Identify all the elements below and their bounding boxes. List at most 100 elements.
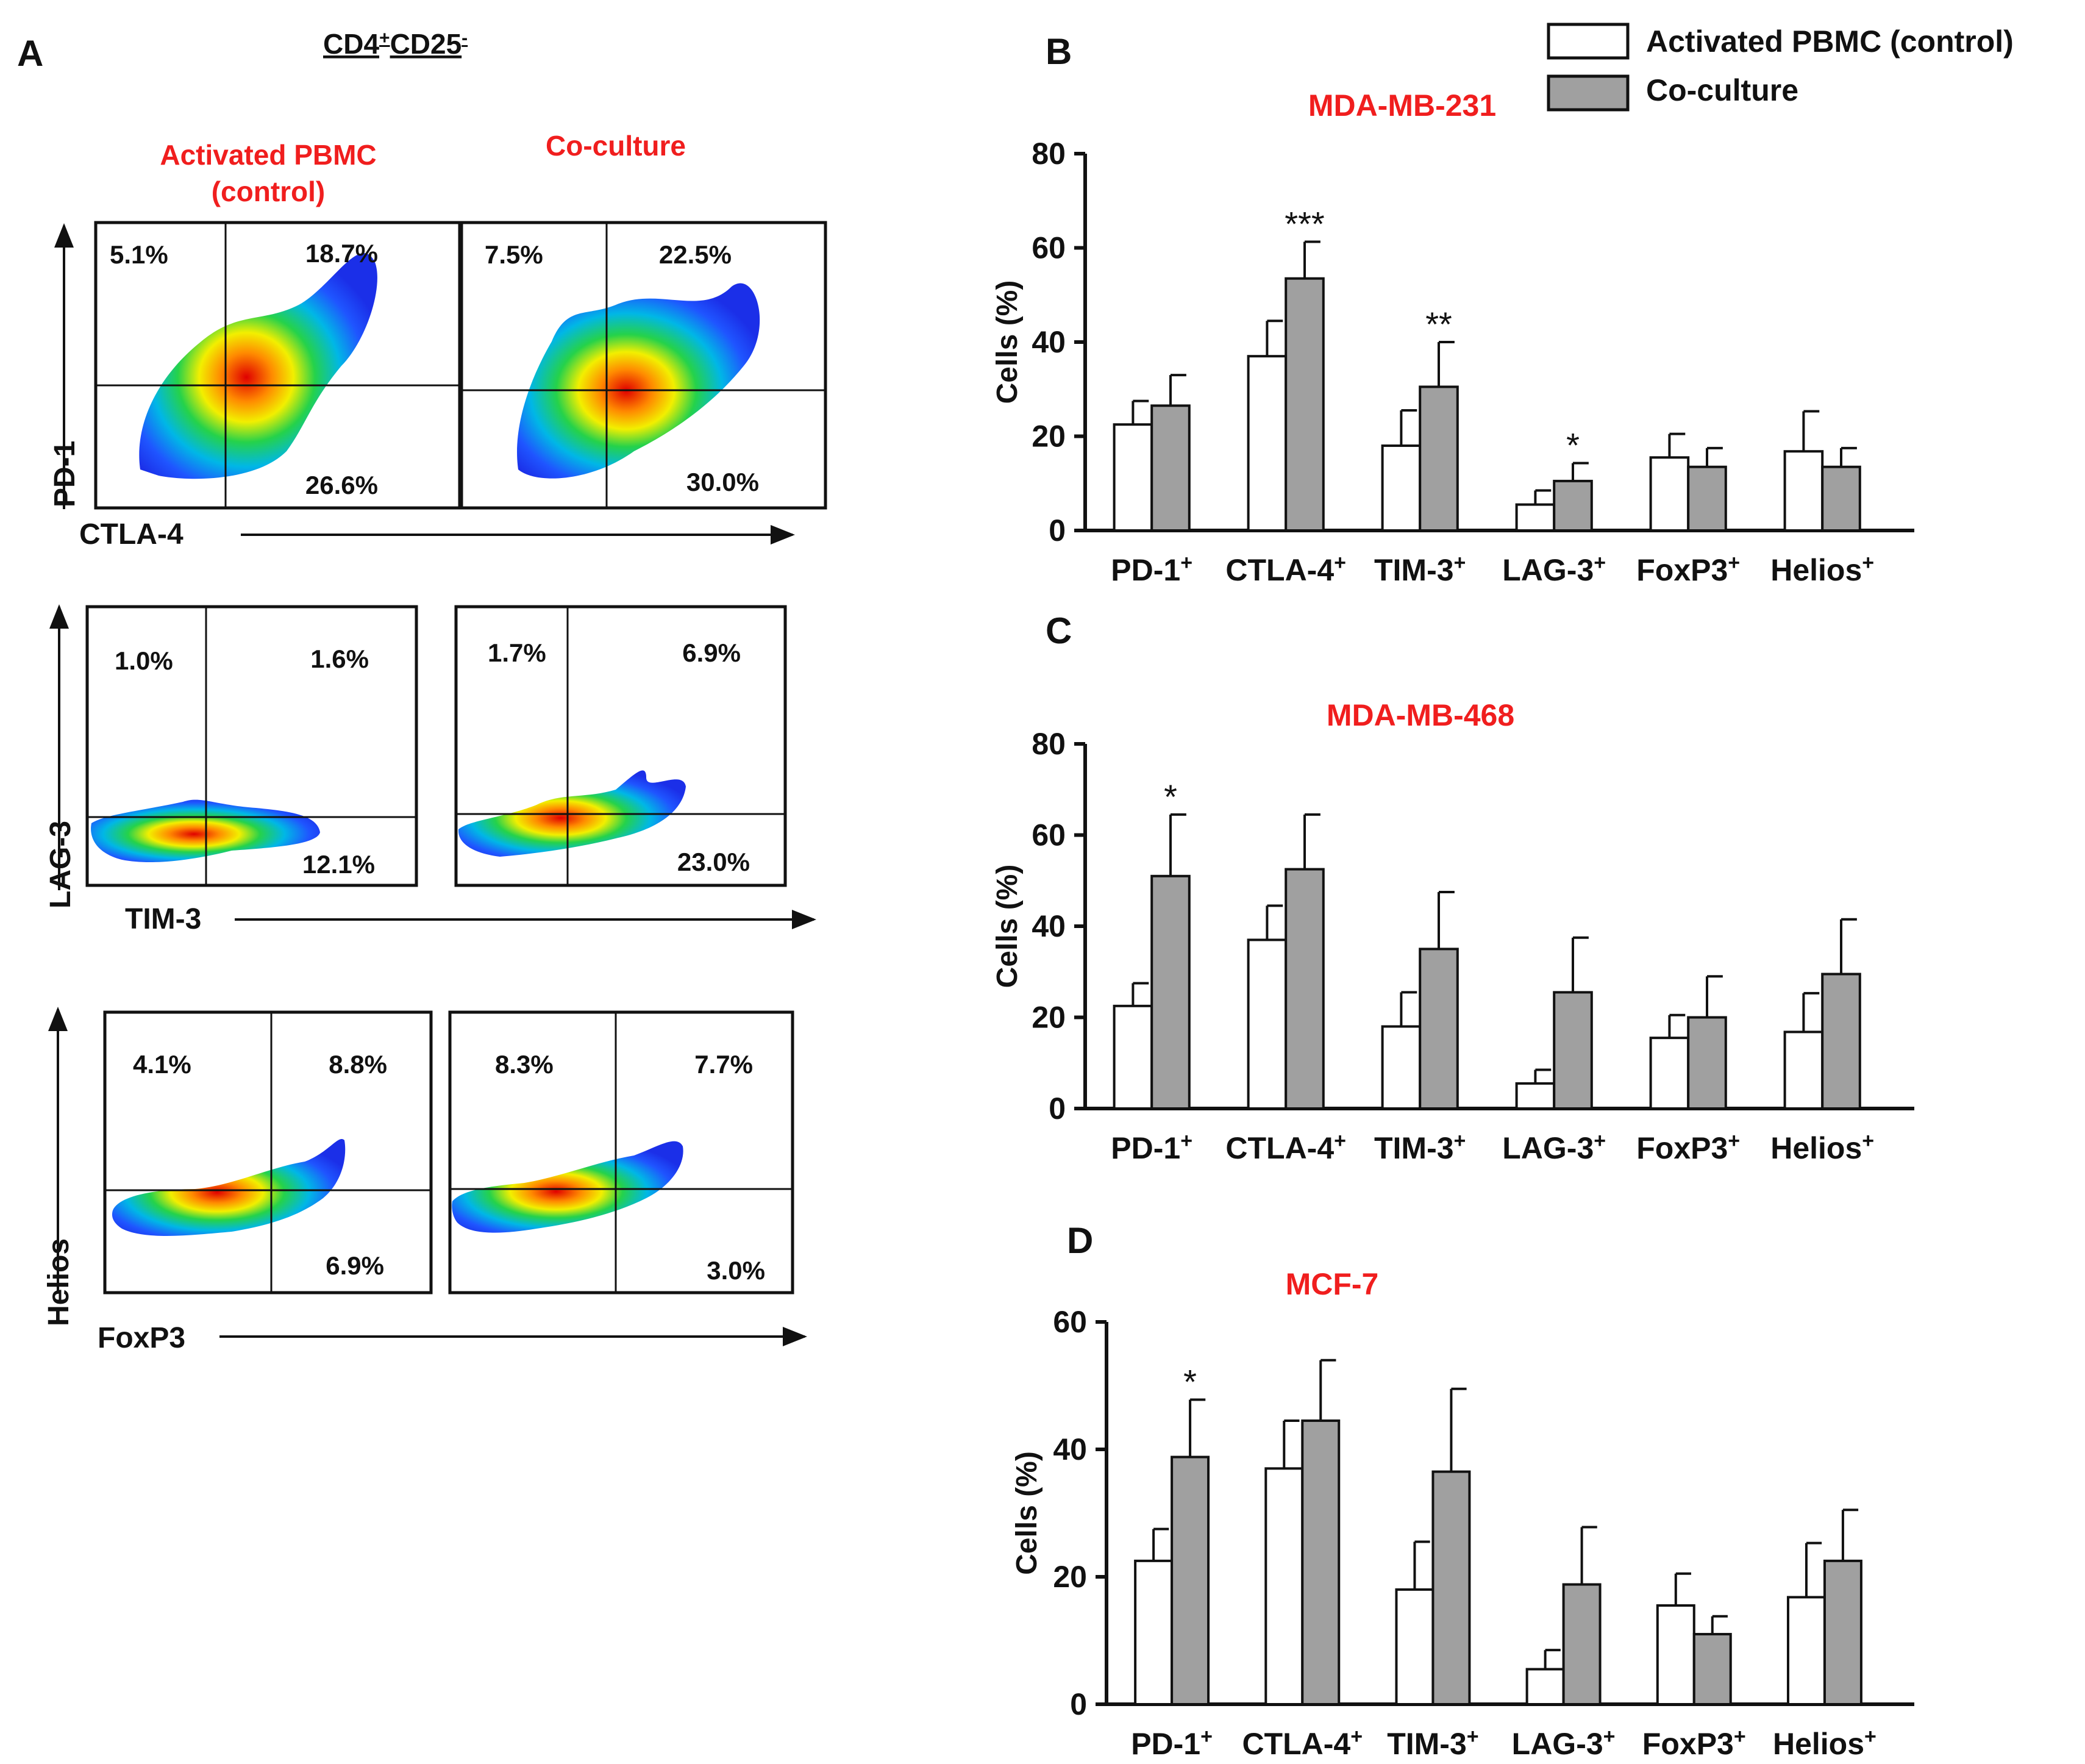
chart3-x-tick-label: FoxP3+ [1642,1725,1746,1761]
chart3-bar-coculture [1823,1559,1862,1705]
chart3-y-tick-label: 20 [1053,1560,1087,1594]
chart2-bar-coculture [1553,991,1593,1110]
chart2-x-tick-label: CTLA-4+ [1225,1129,1346,1165]
flow-title-sup1: + [379,28,390,48]
panel-a-letter: A [17,33,43,74]
chart1-x-tick-label: LAG-3+ [1502,551,1606,587]
chart3-x-tick-label: TIM-3+ [1387,1725,1478,1761]
chart1-bar-coculture [1821,465,1861,532]
flow-helios-coculture-ul: 8.3% [495,1050,554,1079]
chart2-bar-coculture [1419,948,1459,1110]
flow-helios-control-ur: 8.8% [329,1050,387,1079]
chart2-x-tick-label: FoxP3+ [1636,1129,1740,1165]
flow-y-label-row2: LAG-3 [45,821,77,909]
chart3-bar-control [1786,1596,1826,1705]
flow-row-1: PD-1 CTLA-4 5.1% 18.7% 26.6% 7.5% 22.5% … [49,221,827,551]
chart3-y-axis-label: Cells (%) [1011,1451,1043,1575]
chart2-panel-letter: C [1046,610,1072,651]
legend-swatch-control [1547,23,1630,60]
chart2-bar-coculture [1150,874,1191,1110]
flow-title-mid: CD25 [390,28,462,60]
chart1-panel-letter: B [1046,31,1072,72]
flow-lag3-control-lr: 12.1% [302,850,375,879]
bar-chart-mda-mb-468: C MDA-MB-468 Cells (%) 0 20 40 60 80 * PD-1+ CTLA-… [991,610,1914,1165]
flow-helios-control-ul: 4.1% [133,1050,191,1079]
chart1-bar-coculture [1687,465,1727,532]
chart2-bar-control [1783,1030,1824,1110]
flow-plot-lag3-control: 1.0% 1.6% 12.1% [85,605,418,887]
flow-title-sup2: - [462,28,468,48]
chart1-title: MDA-MB-231 [1308,88,1496,123]
chart1-bar-coculture [1150,404,1191,532]
chart1-x-tick-label: CTLA-4+ [1225,551,1346,587]
chart3-bar-coculture [1562,1583,1602,1706]
flow-y-label-row1: PD-1 [49,441,81,507]
flow-col-control-line2: (control) [212,176,326,207]
chart3-bar-coculture [1301,1419,1341,1706]
chart3-significance: * [1183,1362,1197,1401]
legend-label-coculture: Co-culture [1646,73,1798,107]
chart1-x-tick-label: Helios+ [1770,551,1874,587]
chart1-bar-coculture [1553,479,1593,532]
chart1-bar-control [1783,450,1824,532]
chart2-x-tick-label: PD-1+ [1111,1129,1192,1165]
chart3-y-tick-label: 60 [1053,1305,1087,1339]
chart2-y-tick-label: 60 [1032,818,1066,852]
chart2-y-tick-label: 20 [1032,1001,1066,1035]
chart1-bar-control [1381,444,1422,532]
flow-helios-coculture-lr: 3.0% [707,1256,765,1285]
chart2-bar-control [1515,1082,1556,1110]
chart3-panel-letter: D [1067,1220,1093,1261]
flow-pd1-control-ul: 5.1% [110,240,168,269]
chart3-title: MCF-7 [1286,1267,1379,1301]
flow-plot-lag3-coculture: 1.7% 6.9% 23.0% [454,605,787,887]
chart1-bar-control [1649,456,1690,532]
chart3-x-tick-label: LAG-3+ [1512,1725,1616,1761]
flow-plot-pd1-coculture: 7.5% 22.5% 30.0% [460,221,827,510]
chart3-bar-control [1134,1559,1174,1705]
chart2-y-tick-label: 80 [1032,727,1066,761]
chart2-bar-control [1113,1004,1153,1110]
chart1-bar-control [1113,423,1153,532]
flow-plot-helios-control: 4.1% 8.8% 6.9% [103,1010,433,1294]
flow-lag3-coculture-ul: 1.7% [488,638,546,667]
chart2-bar-coculture [1821,973,1861,1110]
flow-plot-helios-coculture: 8.3% 7.7% 3.0% [448,1010,794,1294]
chart3-bar-control [1264,1467,1304,1706]
chart1-y-axis-label: Cells (%) [991,280,1024,404]
chart1-bar-control [1247,355,1288,532]
chart1-x-tick-label: FoxP3+ [1636,551,1740,587]
chart1-bar-coculture [1419,385,1459,532]
flow-x-label-row1: CTLA-4 [79,518,184,551]
chart3-x-tick-label: Helios+ [1773,1725,1876,1761]
chart1-significance: ** [1425,305,1452,343]
flow-plot-pd1-control: 5.1% 18.7% 26.6% [94,221,462,510]
chart2-x-tick-label: Helios+ [1770,1129,1874,1165]
bar-chart-mcf-7: D MCF-7 Cells (%) 0 20 40 60 * PD-1+ CTLA-4+ TIM-3… [1011,1220,1914,1761]
flow-lag3-control-ul: 1.0% [115,646,173,675]
chart1-significance: *** [1285,204,1324,243]
chart1-y-tick-label: 60 [1032,231,1066,265]
flow-helios-coculture-ur: 7.7% [694,1050,753,1079]
panel-a-flow-plots: A CD4+CD25- Activated PBMC (control) Co-… [17,28,827,1354]
chart1-x-tick-label: PD-1+ [1111,551,1192,587]
chart3-x-tick-label: CTLA-4+ [1242,1725,1363,1761]
flow-lag3-coculture-lr: 23.0% [677,848,750,876]
chart1-x-tick-label: TIM-3+ [1374,551,1466,587]
flow-row-3: Helios FoxP3 4.1% 8.8% 6.9% 8.3% 7.7% 3.… [43,1007,807,1354]
flow-lag3-control-ur: 1.6% [310,645,369,673]
chart2-bar-coculture [1687,1016,1727,1110]
chart3-bar-control [1656,1604,1695,1705]
chart2-y-tick-label: 40 [1032,909,1066,943]
flow-pd1-coculture-ur: 22.5% [659,240,732,269]
chart1-y-tick-label: 0 [1049,513,1066,548]
legend-swatch-coculture [1547,74,1630,112]
chart2-y-tick-label: 0 [1049,1091,1066,1126]
flow-title-main: CD4 [323,28,379,60]
flow-helios-control-lr: 6.9% [326,1251,384,1280]
chart1-y-tick-label: 40 [1032,325,1066,359]
flow-pd1-control-ur: 18.7% [305,239,378,268]
chart2-y-axis-label: Cells (%) [991,865,1024,988]
flow-pd1-control-lr: 26.6% [305,471,378,499]
